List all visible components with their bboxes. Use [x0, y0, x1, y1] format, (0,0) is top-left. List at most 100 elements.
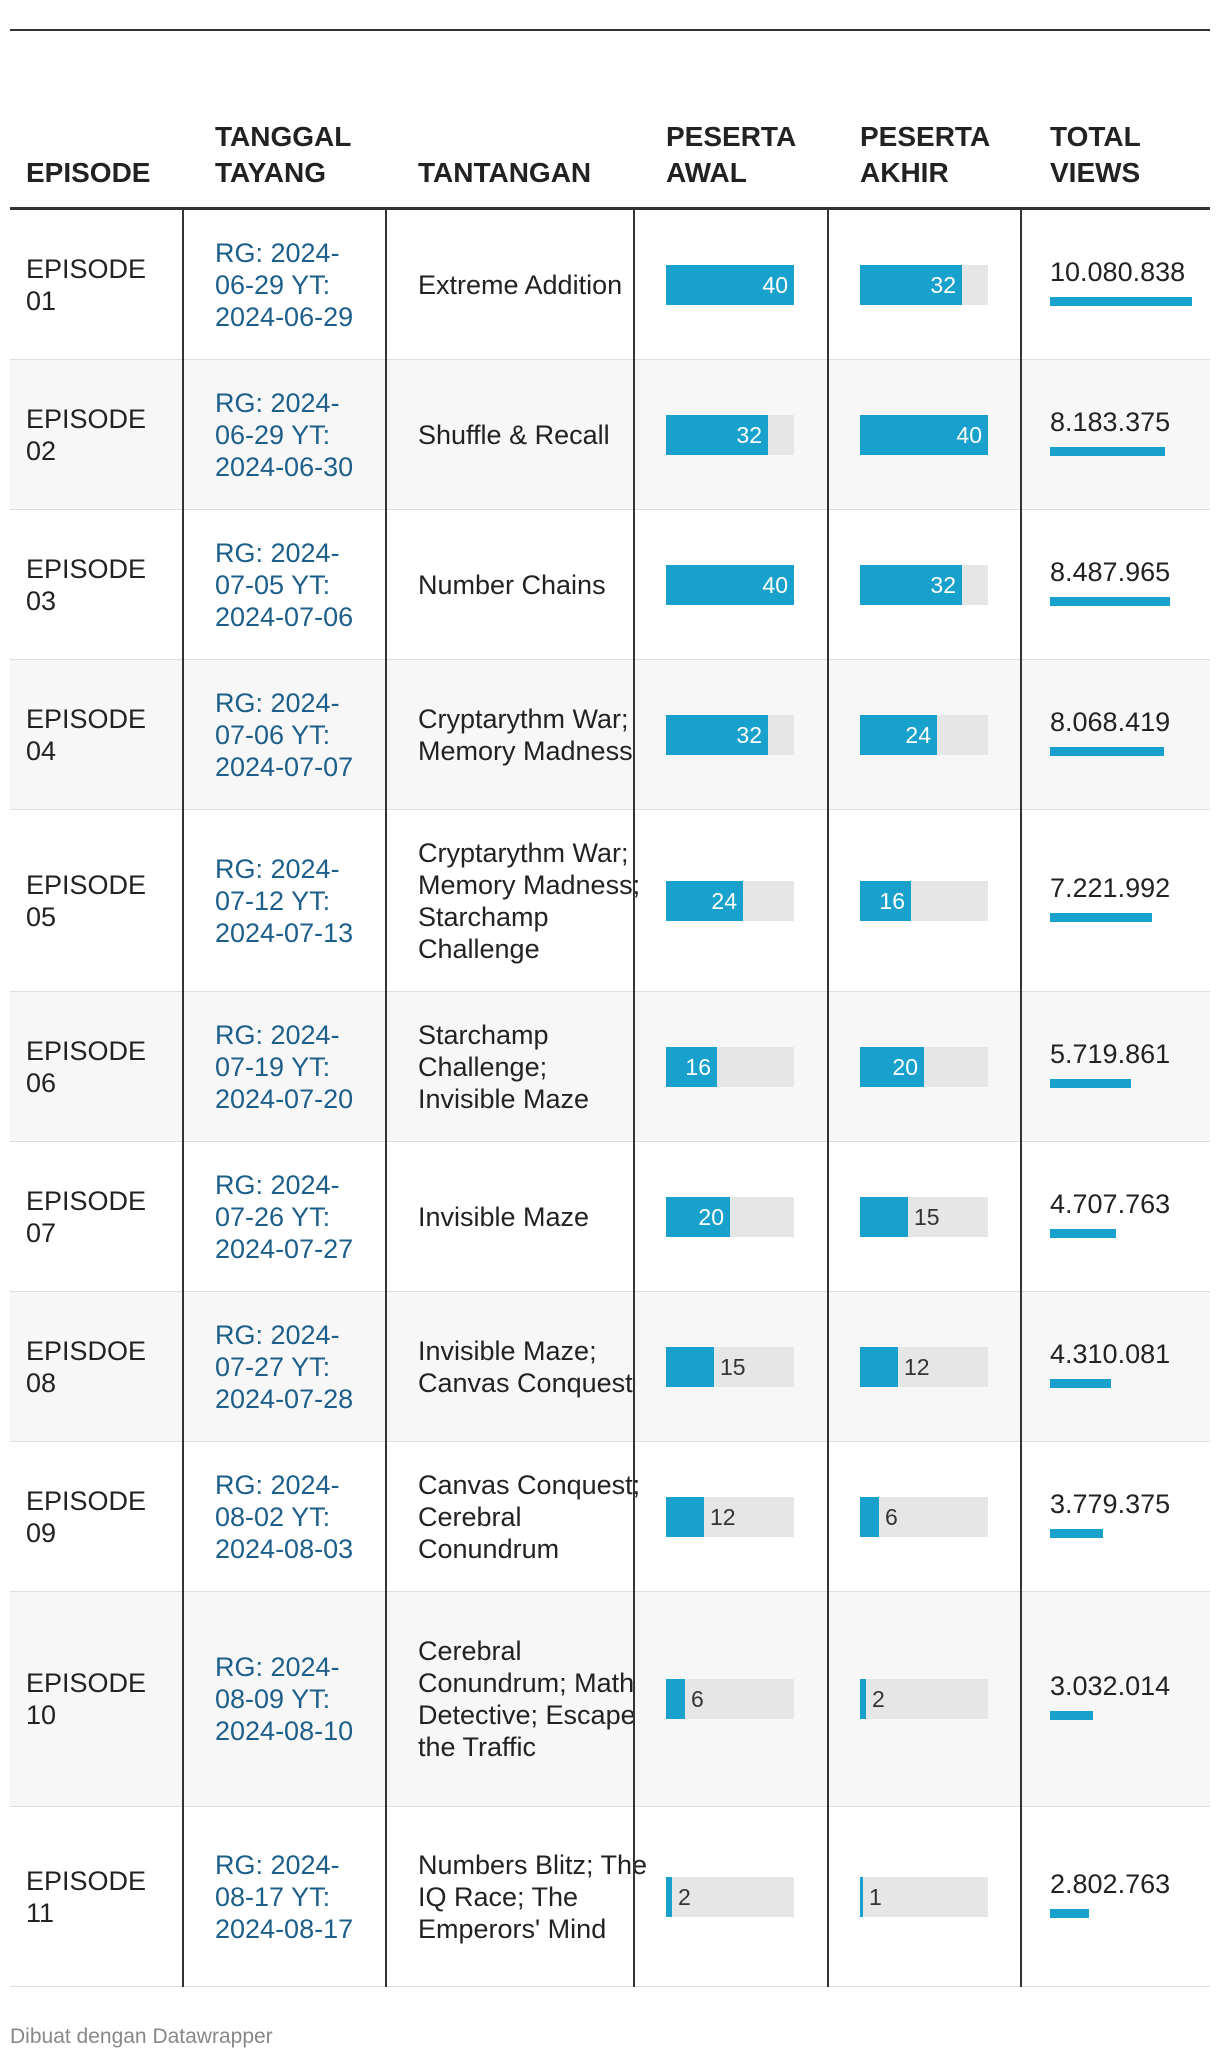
total-views-bar	[1050, 1528, 1103, 1538]
peserta-awal-value-label: 12	[710, 1503, 736, 1530]
peserta-awal-cell: 12	[666, 1442, 796, 1591]
peserta-akhir-value-label: 15	[914, 1203, 940, 1230]
total-views-group: 8.068.419	[1050, 705, 1200, 765]
peserta-awal-value-label: 16	[685, 1053, 711, 1080]
total-views-cell: 8.068.419	[1050, 660, 1200, 809]
air-date-cell: RG: 2024-08-02 YT: 2024-08-03	[215, 1442, 365, 1591]
column-divider	[633, 210, 635, 1987]
peserta-akhir-cell: 6	[860, 1442, 990, 1591]
peserta-akhir-bar	[860, 1876, 863, 1917]
challenge-name-cell: Numbers Blitz; The IQ Race; The Emperors…	[418, 1807, 648, 1986]
peserta-awal-cell: 2	[666, 1807, 796, 1986]
column-divider	[827, 210, 829, 1987]
peserta-awal-value-label: 2	[678, 1883, 691, 1910]
column-divider	[385, 210, 387, 1987]
table-row: EPISDOE 08 RG: 2024-07-27 YT: 2024-07-28 I…	[10, 1292, 1210, 1442]
air-date: RG: 2024-06-29 YT: 2024-06-30	[215, 387, 354, 482]
challenge-name: Starchamp Challenge; Invisible Maze	[418, 1019, 590, 1114]
challenge-name: Invisible Maze; Canvas Conquest	[418, 1335, 633, 1398]
peserta-akhir-bar-track: 1	[860, 1876, 988, 1917]
episode-name: EPISODE 11	[26, 1865, 147, 1928]
challenge-name-cell: Shuffle & Recall	[418, 360, 648, 509]
challenge-name-cell: Canvas Conquest; Cerebral Conundrum	[418, 1442, 648, 1591]
challenge-name-cell: Cryptarythm War; Memory Madness; Starcha…	[418, 810, 648, 991]
episode-name-cell: EPISODE 06	[26, 992, 176, 1141]
total-views-group: 3.032.014	[1050, 1669, 1200, 1729]
peserta-akhir-bar-track: 32	[860, 264, 988, 305]
challenge-name-cell: Invisible Maze	[418, 1142, 648, 1291]
total-views-group: 5.719.861	[1050, 1037, 1200, 1097]
peserta-awal-cell: 20	[666, 1142, 796, 1291]
header-tanggal-tayang: TANGGAL TAYANG	[215, 121, 351, 188]
column-divider	[1020, 210, 1022, 1987]
header-peserta-akhir: PESERTA AKHIR	[860, 121, 990, 188]
peserta-akhir-value-label: 2	[872, 1686, 885, 1712]
peserta-akhir-cell: 20	[860, 992, 990, 1141]
peserta-awal-value-label: 20	[698, 1203, 724, 1230]
peserta-akhir-cell: 1	[860, 1807, 990, 1986]
total-views-value: 8.183.375	[1050, 406, 1171, 437]
peserta-akhir-bar-track: 16	[860, 880, 988, 921]
peserta-akhir-bar	[860, 1196, 908, 1237]
peserta-akhir-cell: 15	[860, 1142, 990, 1291]
air-date: RG: 2024-08-02 YT: 2024-08-03	[215, 1469, 354, 1564]
challenge-name: Invisible Maze	[418, 1201, 590, 1232]
episode-name: EPISODE 02	[26, 403, 147, 466]
total-views-value: 3.032.014	[1050, 1671, 1171, 1701]
peserta-akhir-cell: 16	[860, 810, 990, 991]
peserta-awal-bar	[666, 1679, 685, 1719]
episode-name-cell: EPISODE 09	[26, 1442, 176, 1591]
peserta-awal-bar	[666, 1496, 704, 1537]
peserta-akhir-value-label: 1	[869, 1883, 882, 1910]
air-date-cell: RG: 2024-07-12 YT: 2024-07-13	[215, 810, 365, 991]
peserta-awal-bar-track: 40	[666, 264, 794, 305]
air-date-cell: RG: 2024-07-19 YT: 2024-07-20	[215, 992, 365, 1141]
table-row: EPISODE 04 RG: 2024-07-06 YT: 2024-07-07 C…	[10, 660, 1210, 810]
peserta-awal-bar-track: 20	[666, 1196, 794, 1237]
peserta-awal-cell: 6	[666, 1592, 796, 1806]
peserta-awal-bar	[666, 264, 794, 305]
air-date: RG: 2024-07-26 YT: 2024-07-27	[215, 1169, 354, 1264]
top-rule	[10, 29, 1210, 31]
peserta-akhir-cell: 24	[860, 660, 990, 809]
peserta-awal-cell: 16	[666, 992, 796, 1141]
challenge-name: Shuffle & Recall	[418, 419, 610, 450]
header-total-views: TOTAL VIEWS	[1050, 121, 1141, 188]
total-views-cell: 3.779.375	[1050, 1442, 1200, 1591]
total-views-bar	[1050, 296, 1192, 306]
total-views-bar	[1050, 1908, 1089, 1918]
episode-name-cell: EPISODE 02	[26, 360, 176, 509]
peserta-akhir-cell: 32	[860, 510, 990, 659]
peserta-awal-cell: 40	[666, 210, 796, 359]
air-date-cell: RG: 2024-08-17 YT: 2024-08-17	[215, 1807, 365, 1986]
episode-name-cell: EPISODE 07	[26, 1142, 176, 1291]
peserta-akhir-bar	[860, 414, 988, 455]
total-views-value: 3.779.375	[1050, 1488, 1171, 1519]
peserta-awal-bar	[666, 880, 743, 921]
challenge-name-cell: Extreme Addition	[418, 210, 648, 359]
total-views-bar	[1050, 1078, 1131, 1088]
episode-name: EPISODE 09	[26, 1485, 147, 1548]
air-date: RG: 2024-07-12 YT: 2024-07-13	[215, 853, 354, 948]
total-views-value: 4.707.763	[1050, 1188, 1171, 1219]
air-date-cell: RG: 2024-06-29 YT: 2024-06-30	[215, 360, 365, 509]
peserta-akhir-cell: 40	[860, 360, 990, 509]
peserta-akhir-bar	[860, 1496, 879, 1537]
peserta-awal-bar	[666, 1346, 714, 1387]
peserta-awal-value-label: 32	[736, 421, 762, 448]
peserta-awal-cell: 32	[666, 660, 796, 809]
header-tantangan: TANTANGAN	[418, 157, 592, 188]
total-views-group: 10.080.838	[1050, 255, 1200, 315]
air-date: RG: 2024-07-06 YT: 2024-07-07	[215, 687, 354, 782]
total-views-group: 3.779.375	[1050, 1487, 1200, 1547]
challenge-name: Cryptarythm War; Memory Madness; Starcha…	[418, 837, 641, 964]
air-date: RG: 2024-08-17 YT: 2024-08-17	[215, 1849, 354, 1944]
total-views-cell: 4.310.081	[1050, 1292, 1200, 1441]
total-views-cell: 8.487.965	[1050, 510, 1200, 659]
total-views-value: 4.310.081	[1050, 1338, 1171, 1369]
total-views-cell: 3.032.014	[1050, 1592, 1200, 1806]
table-row: EPISODE 01 RG: 2024-06-29 YT: 2024-06-29 E…	[10, 210, 1210, 360]
peserta-awal-bar-track: 16	[666, 1046, 794, 1087]
peserta-awal-bar-track: 2	[666, 1876, 794, 1917]
challenge-name: Cerebral Conundrum; Math Detective; Esca…	[418, 1636, 636, 1762]
